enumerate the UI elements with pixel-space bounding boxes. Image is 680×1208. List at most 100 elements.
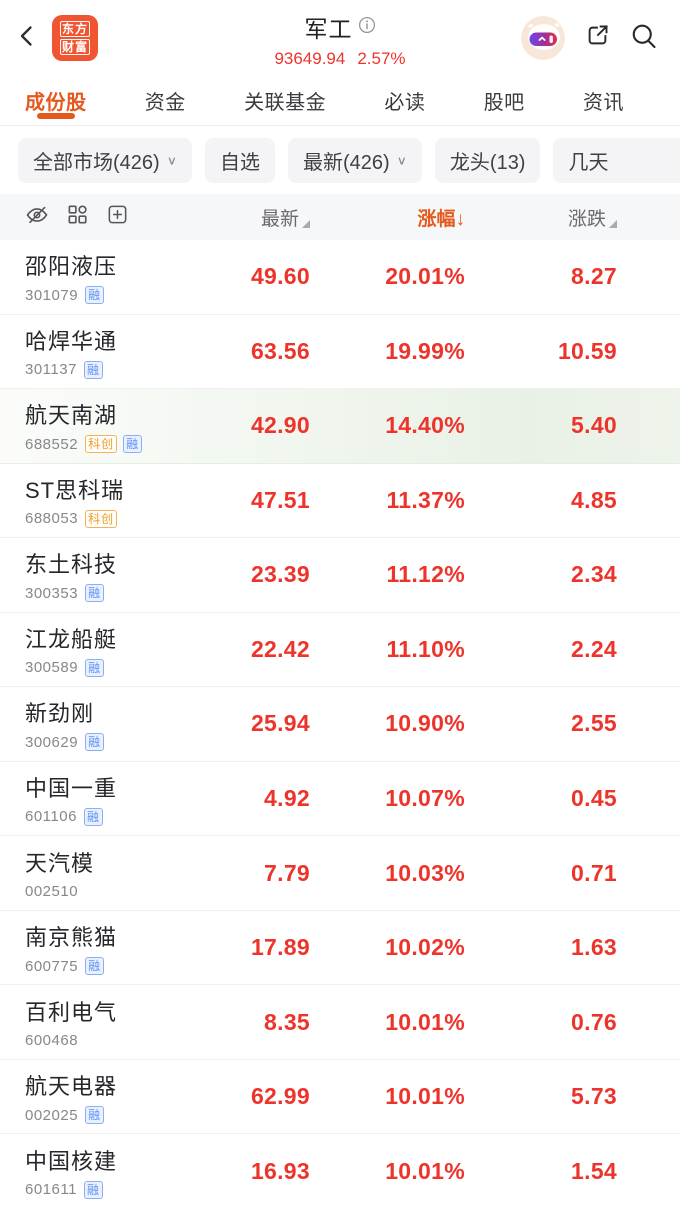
grid-view-icon[interactable] bbox=[66, 203, 89, 231]
stock-change-percent: 10.02% bbox=[385, 934, 465, 961]
stock-name: 江龙船艇 bbox=[25, 626, 118, 652]
eastmoney-logo: 东方 财富 bbox=[52, 15, 98, 61]
stock-change-amount: 2.24 bbox=[571, 635, 617, 662]
stock-latest-price: 47.51 bbox=[250, 486, 310, 513]
stock-change-percent: 14.40% bbox=[385, 412, 465, 439]
margin-badge: 融 bbox=[83, 360, 103, 379]
stock-change-amount: 0.76 bbox=[571, 1008, 617, 1035]
stock-code: 601106 bbox=[25, 808, 77, 826]
filter-chip-2[interactable]: 最新(426) ∨ bbox=[287, 137, 422, 183]
share-button[interactable] bbox=[584, 22, 611, 54]
chevron-down-icon: ∨ bbox=[396, 152, 407, 167]
stock-badges: 融 bbox=[85, 286, 105, 305]
margin-badge: 融 bbox=[85, 658, 105, 677]
stock-row[interactable]: 中国一重 601106 融 4.92 10.07% 0.45 bbox=[0, 761, 680, 837]
stock-row[interactable]: 航天电器 002025 融 62.99 10.01% 5.73 bbox=[0, 1059, 680, 1135]
hide-eye-icon[interactable] bbox=[25, 203, 49, 232]
stock-row[interactable]: ST思科瑞 688053 科创 47.51 11.37% 4.85 bbox=[0, 463, 680, 539]
stock-latest-price: 7.79 bbox=[264, 859, 310, 886]
filter-chip-label: 自选 bbox=[219, 151, 260, 174]
filter-chip-4[interactable]: 几天 bbox=[553, 137, 680, 183]
stock-row[interactable]: 航天南湖 688552 科创融 42.90 14.40% 5.40 bbox=[0, 389, 680, 464]
sort-desc-arrow-icon: ↓ bbox=[455, 208, 466, 230]
column-header-change-amount[interactable]: 涨跌 bbox=[465, 204, 617, 231]
tab-3[interactable]: 必读 bbox=[384, 76, 425, 125]
filter-chip-label: 龙头(13) bbox=[449, 151, 526, 174]
tab-0[interactable]: 成份股 bbox=[25, 76, 87, 125]
index-change-percent: 2.57% bbox=[357, 49, 406, 68]
tab-4[interactable]: 股吧 bbox=[484, 76, 525, 125]
filter-chip-3[interactable]: 龙头(13) bbox=[434, 137, 541, 183]
stock-badges: 融 bbox=[85, 584, 105, 603]
stock-latest-price: 16.93 bbox=[250, 1157, 310, 1184]
stock-latest-price: 17.89 bbox=[250, 934, 310, 961]
filter-bar: 全部市场(426) ∨ 自选 最新(426) ∨ 龙头(13) 几天 bbox=[0, 126, 680, 194]
stock-badges: 融 bbox=[85, 957, 105, 976]
stock-latest-price: 62.99 bbox=[250, 1083, 310, 1110]
logo-text-top: 东方 bbox=[59, 21, 90, 37]
stock-name: 哈焊华通 bbox=[25, 328, 118, 354]
stock-latest-price: 8.35 bbox=[264, 1008, 310, 1035]
stock-row[interactable]: 百利电气 600468 8.35 10.01% 0.76 bbox=[0, 985, 680, 1060]
stock-code: 002025 bbox=[25, 1106, 79, 1124]
stock-badges: 融 bbox=[83, 807, 103, 826]
stock-change-percent: 11.12% bbox=[386, 561, 465, 588]
stock-latest-price: 4.92 bbox=[264, 784, 310, 811]
star-market-badge: 科创 bbox=[85, 435, 118, 454]
stock-code: 601611 bbox=[25, 1181, 77, 1199]
assistant-avatar[interactable] bbox=[521, 16, 565, 60]
stock-name: 百利电气 bbox=[25, 1000, 118, 1026]
filter-chip-0[interactable]: 全部市场(426) ∨ bbox=[18, 137, 192, 183]
margin-badge: 融 bbox=[85, 957, 105, 976]
stock-change-percent: 10.01% bbox=[385, 1083, 465, 1110]
share-icon bbox=[584, 22, 611, 54]
tab-5[interactable]: 资讯 bbox=[583, 76, 624, 125]
tab-1[interactable]: 资金 bbox=[145, 76, 186, 125]
stock-change-percent: 19.99% bbox=[385, 337, 465, 364]
stock-change-percent: 11.10% bbox=[386, 635, 465, 662]
stock-row[interactable]: 哈焊华通 301137 融 63.56 19.99% 10.59 bbox=[0, 314, 680, 390]
stock-row[interactable]: 邵阳液压 301079 融 49.60 20.01% 8.27 bbox=[0, 240, 680, 315]
stock-change-percent: 11.37% bbox=[386, 486, 465, 513]
stock-row[interactable]: 中国核建 601611 融 16.93 10.01% 1.54 bbox=[0, 1134, 680, 1208]
index-value: 93649.94 bbox=[274, 49, 346, 68]
stock-row[interactable]: 南京熊猫 600775 融 17.89 10.02% 1.63 bbox=[0, 910, 680, 986]
column-header-change-percent[interactable]: 涨幅↓ bbox=[417, 208, 466, 230]
stock-latest-price: 49.60 bbox=[250, 263, 310, 290]
tab-label: 关联基金 bbox=[244, 92, 327, 114]
stock-change-amount: 1.63 bbox=[571, 934, 617, 961]
stock-change-amount: 8.27 bbox=[571, 263, 617, 290]
stock-latest-price: 42.90 bbox=[250, 412, 310, 439]
header-title-block: 军工 93649.94 2.57% bbox=[180, 10, 500, 69]
stock-change-amount: 5.73 bbox=[571, 1083, 617, 1110]
filter-chip-label: 最新(426) bbox=[302, 151, 390, 174]
stock-code: 300629 bbox=[25, 733, 79, 751]
index-quote: 93649.94 2.57% bbox=[180, 49, 500, 69]
stock-row[interactable]: 东土科技 300353 融 23.39 11.12% 2.34 bbox=[0, 538, 680, 613]
back-button[interactable] bbox=[16, 18, 44, 58]
stock-change-amount: 2.55 bbox=[571, 710, 617, 737]
column-header-latest[interactable]: 最新 bbox=[210, 204, 310, 231]
margin-badge: 融 bbox=[123, 435, 143, 454]
stock-change-amount: 5.40 bbox=[571, 412, 617, 439]
stock-row[interactable]: 天汽模 002510 7.79 10.03% 0.71 bbox=[0, 836, 680, 911]
filter-chip-label: 全部市场(426) bbox=[33, 151, 160, 174]
stock-change-amount: 1.54 bbox=[571, 1157, 617, 1184]
stock-name: 中国一重 bbox=[25, 775, 118, 801]
stock-row[interactable]: 江龙船艇 300589 融 22.42 11.10% 2.24 bbox=[0, 612, 680, 688]
margin-badge: 融 bbox=[85, 286, 105, 305]
tab-2[interactable]: 关联基金 bbox=[244, 76, 326, 125]
add-column-icon[interactable] bbox=[106, 203, 129, 231]
stock-change-amount: 0.45 bbox=[571, 784, 617, 811]
info-icon[interactable] bbox=[358, 16, 376, 39]
stock-name: ST思科瑞 bbox=[25, 477, 125, 503]
stock-latest-price: 25.94 bbox=[250, 710, 310, 737]
stock-badges: 科创 bbox=[85, 509, 118, 528]
stock-change-amount: 10.59 bbox=[557, 337, 617, 364]
search-button[interactable] bbox=[630, 22, 658, 55]
stock-badges: 融 bbox=[85, 733, 105, 752]
stock-latest-price: 22.42 bbox=[250, 635, 310, 662]
filter-chip-1[interactable]: 自选 bbox=[204, 137, 275, 183]
stock-row[interactable]: 新劲刚 300629 融 25.94 10.90% 2.55 bbox=[0, 687, 680, 762]
sort-corner-icon bbox=[302, 219, 310, 228]
